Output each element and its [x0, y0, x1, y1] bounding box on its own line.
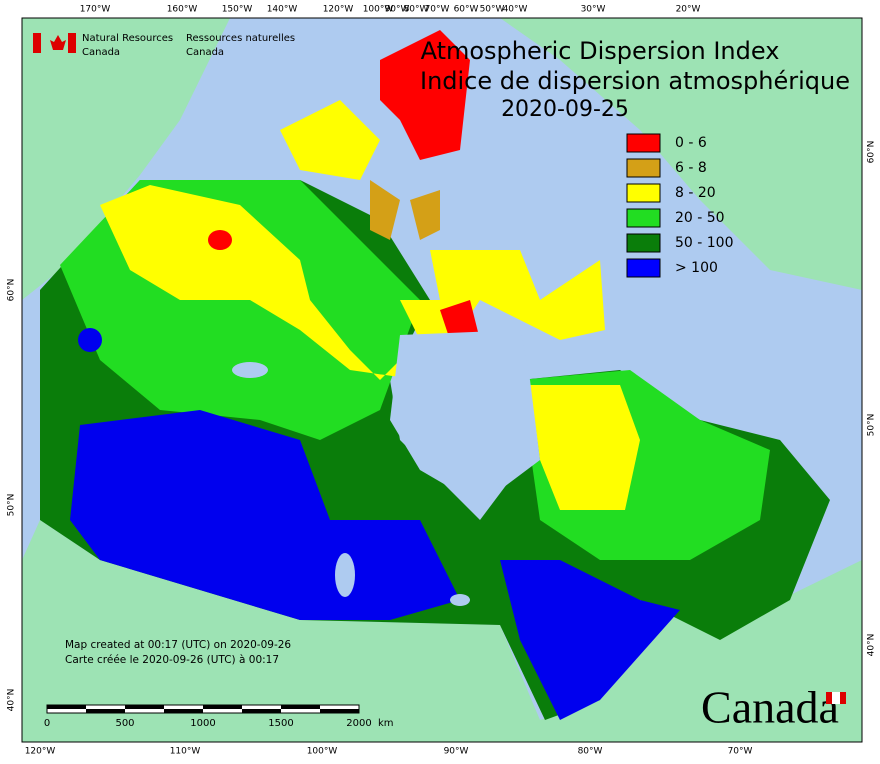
longitude-label: 80°W	[578, 747, 603, 757]
scale-segment	[164, 709, 203, 713]
longitude-label: 70°W	[728, 747, 753, 757]
legend-label: 50 - 100	[675, 235, 734, 251]
lake	[335, 553, 355, 597]
scale-segment	[320, 709, 359, 713]
maple-leaf	[50, 35, 66, 50]
longitude-label: 40°W	[503, 5, 528, 15]
latitude-label: 40°N	[867, 634, 877, 657]
map-frame	[22, 18, 862, 742]
legend: 0 - 6 6 - 8 8 - 20 20 - 50 50 - 100 > 100	[626, 133, 734, 278]
agency-fr: Ressources naturelles	[186, 33, 295, 44]
longitude-label: 90°W	[444, 747, 469, 757]
longitude-label: 120°W	[323, 5, 354, 15]
scale-segment	[125, 705, 164, 709]
wordmark-flag	[832, 692, 840, 704]
agency-fr: Canada	[186, 47, 224, 58]
longitude-label: 100°W	[307, 747, 338, 757]
land	[22, 520, 862, 742]
scale-segment	[203, 705, 242, 709]
latitude-label: 40°N	[7, 689, 17, 712]
legend-swatch	[626, 208, 661, 228]
agency-logo	[33, 33, 76, 53]
longitude-label: 50°W	[480, 5, 505, 15]
region-8-20	[280, 100, 380, 180]
legend-label: 8 - 20	[675, 185, 716, 201]
longitude-label: 150°W	[222, 5, 253, 15]
region-gt-100	[78, 328, 102, 352]
region-0-6	[380, 30, 470, 160]
region-6-8	[410, 190, 440, 240]
credit: Carte créée le 2020-09-26 (UTC) à 00:17	[65, 654, 279, 666]
flag-bar	[68, 33, 76, 53]
scale-label: 1000	[190, 718, 215, 729]
graticule: 170°W 160°W 150°W 140°W 120°W 100°W90°W80°W70…	[7, 5, 877, 757]
legend-swatch	[626, 258, 661, 278]
date: 2020-09-25	[501, 97, 629, 122]
longitude-label: 20°W	[676, 5, 701, 15]
agency-en: Natural Resources	[82, 33, 173, 44]
longitude-label: 160°W	[167, 5, 198, 15]
longitude-label: 100°W	[363, 5, 394, 15]
longitude-label: 70°W	[425, 5, 450, 15]
scale-unit: km	[378, 718, 394, 729]
scale-segment	[47, 705, 86, 709]
scale-segment	[86, 709, 125, 713]
lake	[450, 594, 470, 606]
latitude-label: 50°N	[7, 494, 17, 517]
region-0-6	[440, 300, 480, 340]
legend-label: 6 - 8	[675, 160, 707, 176]
legend-label: > 100	[675, 260, 718, 276]
region-0-6	[208, 230, 232, 250]
region-gt-100	[500, 560, 680, 720]
longitude-label: 90°W	[385, 5, 410, 15]
longitude-label: 80°W	[404, 5, 429, 15]
region-6-8	[370, 180, 400, 240]
legend-swatch	[626, 158, 661, 178]
longitude-label: 170°W	[80, 5, 111, 15]
hudson-bay	[390, 330, 540, 505]
latitude-label: 50°N	[867, 414, 877, 437]
map-border	[21, 17, 863, 743]
legend-swatch	[626, 183, 661, 203]
legend-swatch	[626, 233, 661, 253]
scale-label: 2000	[346, 718, 371, 729]
title: Atmospheric Dispersion Index	[421, 37, 780, 65]
agency-en: Canada	[82, 47, 120, 58]
flag-bar	[33, 33, 41, 53]
scale-segment	[242, 709, 281, 713]
credit: Map created at 00:17 (UTC) on 2020-09-26	[65, 639, 291, 651]
region-8-20	[530, 385, 640, 510]
longitude-label: 30°W	[581, 5, 606, 15]
longitude-label: 120°W	[25, 747, 56, 757]
scale-label: 0	[44, 718, 50, 729]
scale-label: 500	[115, 718, 134, 729]
lake	[232, 362, 268, 378]
latitude-label: 60°N	[7, 279, 17, 302]
land	[22, 18, 230, 300]
longitude-label: 60°W	[454, 5, 479, 15]
longitude-label: 140°W	[267, 5, 298, 15]
legend-swatch	[626, 133, 661, 153]
land	[500, 18, 862, 290]
legend-label: 20 - 50	[675, 210, 725, 226]
legend-label: 0 - 6	[675, 135, 707, 151]
longitude-label: 110°W	[170, 747, 201, 757]
region-gt-100	[70, 410, 460, 620]
latitude-label: 60°N	[867, 141, 877, 164]
title: Indice de dispersion atmosphérique	[420, 67, 850, 95]
scale-label: 1500	[268, 718, 293, 729]
scale-segment	[281, 705, 320, 709]
scale-bar: 0 500 1000 1500 2000 km	[44, 704, 394, 729]
wordmark: Canada	[701, 682, 839, 733]
